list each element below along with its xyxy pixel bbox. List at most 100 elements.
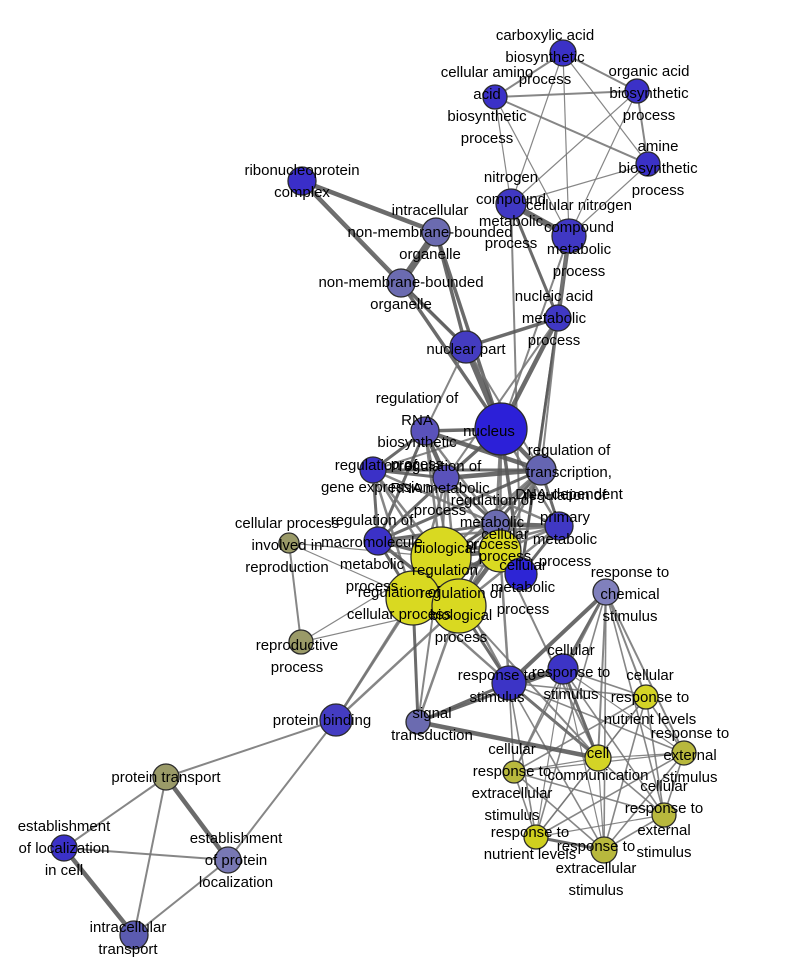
edge-crs-cc xyxy=(561,668,600,759)
edge-rpm-rmm xyxy=(377,524,560,543)
node-cmp[interactable] xyxy=(504,557,538,591)
edge-elc-it xyxy=(62,846,136,937)
edge-rs-rexs xyxy=(508,682,605,851)
edge-crs-rnl xyxy=(535,668,564,838)
node-epl[interactable] xyxy=(214,846,242,874)
edge-nam-rtd xyxy=(540,317,559,471)
node-rtd[interactable] xyxy=(525,454,557,486)
node-rrb[interactable] xyxy=(410,416,440,446)
edge-crnl-cres xyxy=(513,696,647,773)
node-crs[interactable] xyxy=(547,653,579,685)
node-label-pb: protein binding xyxy=(273,712,371,729)
edge-crs-crext xyxy=(562,668,665,816)
node-label-rbp: regulation of biological process xyxy=(420,585,503,646)
edge-epl-pb xyxy=(227,719,337,861)
node-label-cc: cell communication xyxy=(548,745,649,784)
node-label-cpr: cellular process involved in reproduction xyxy=(235,515,339,576)
edge-oa-nc xyxy=(510,90,638,205)
node-label-cmp: cellular metabolic process xyxy=(491,557,556,618)
node-rnl[interactable] xyxy=(523,824,549,850)
node-label-nam: nucleic acid metabolic process xyxy=(515,288,593,349)
edge-pt-epl xyxy=(164,775,230,862)
node-nu[interactable] xyxy=(474,402,528,456)
node-label-rcs: response to chemical stimulus xyxy=(591,564,669,625)
node-oa[interactable] xyxy=(624,78,650,104)
node-label-rcp: regulation of cellular process xyxy=(347,584,451,623)
edge-pt-it xyxy=(133,776,167,936)
edge-cc-st xyxy=(417,719,599,761)
node-ca[interactable] xyxy=(549,39,577,67)
node-crext[interactable] xyxy=(651,802,677,828)
node-nam[interactable] xyxy=(544,304,572,332)
edge-rs-rnl xyxy=(508,682,537,838)
node-label-crext: cellular response to external stimulus xyxy=(625,778,703,861)
node-label-np: nuclear part xyxy=(426,341,506,358)
node-label-rnl: response to nutrient levels xyxy=(484,824,577,863)
node-label-nmb: non-membrane-bounded organelle xyxy=(318,274,483,313)
edge-cc-cres xyxy=(513,757,599,773)
node-rge[interactable] xyxy=(359,456,387,484)
node-label-oa: organic acid biosynthetic process xyxy=(609,63,690,124)
node-np[interactable] xyxy=(449,330,483,364)
edge-cpr-rp xyxy=(288,542,302,643)
node-cc[interactable] xyxy=(584,744,612,772)
edge-rge-rmp xyxy=(372,468,497,526)
edge-aa-nc xyxy=(494,96,512,205)
node-res[interactable] xyxy=(671,740,697,766)
node-aa[interactable] xyxy=(482,84,508,110)
edge-res-rexs xyxy=(603,752,685,851)
edge-ca-am xyxy=(562,52,649,165)
node-label-rrm: regulation of RNA metabolic process xyxy=(390,458,490,519)
edge-rrm-rpm xyxy=(445,476,560,528)
edge-elc-epl xyxy=(63,847,229,861)
edge-rcs-rnl xyxy=(535,591,607,838)
node-rs[interactable] xyxy=(491,665,527,701)
node-label-rnp: ribonucleoprotein complex xyxy=(244,162,359,201)
node-label-crs: cellular response to stimulus xyxy=(532,642,610,703)
node-nc[interactable] xyxy=(495,188,527,220)
node-cpr[interactable] xyxy=(278,532,300,554)
node-label-crnl: cellular response to nutrient levels xyxy=(604,667,697,728)
node-label-rmm: regulation of macromolecule metabolic proce… xyxy=(321,512,423,595)
edge-rnp-inmb xyxy=(301,178,437,235)
node-label-nu: nucleus xyxy=(463,423,515,440)
node-label-aa: cellular amino acid biosynthetic process xyxy=(441,64,534,147)
node-label-br: biological regulation xyxy=(412,540,478,579)
edge-nam-rrm xyxy=(445,317,559,479)
edge-am-cn xyxy=(568,163,649,237)
node-rnp[interactable] xyxy=(287,166,317,196)
edge-cn-nu xyxy=(500,235,570,430)
label-layer: carboxylic acid biosynthetic processcellul… xyxy=(18,27,729,958)
edge-crs-st xyxy=(417,667,564,724)
edge-crs-cres xyxy=(513,668,564,773)
edge-am-nc xyxy=(510,163,649,205)
node-label-rexs: response to extracellular stimulus xyxy=(556,838,637,899)
node-nmb[interactable] xyxy=(386,268,416,298)
node-label-elc: establishment of localization in cell xyxy=(18,818,111,879)
node-st[interactable] xyxy=(405,709,431,735)
edge-cp-rs xyxy=(498,550,511,684)
node-cn[interactable] xyxy=(551,218,587,254)
node-rmm[interactable] xyxy=(363,526,393,556)
node-rp[interactable] xyxy=(288,629,314,655)
node-pb[interactable] xyxy=(319,703,353,737)
node-inmb[interactable] xyxy=(421,217,451,247)
node-rbp[interactable] xyxy=(431,578,487,634)
node-rcs[interactable] xyxy=(592,578,620,606)
node-rrm[interactable] xyxy=(432,464,460,492)
node-label-rpm: regulation of primary metabolic process xyxy=(524,487,607,570)
node-cres[interactable] xyxy=(502,760,526,784)
node-rexs[interactable] xyxy=(590,836,618,864)
edge-cres-rexs xyxy=(513,771,605,851)
edge-rtd-rmm xyxy=(377,468,542,543)
node-crnl[interactable] xyxy=(633,684,659,710)
node-elc[interactable] xyxy=(50,834,78,862)
edge-crext-rnl xyxy=(535,814,665,838)
node-it[interactable] xyxy=(119,920,149,950)
node-am[interactable] xyxy=(635,151,661,177)
node-rpm[interactable] xyxy=(544,511,574,541)
node-label-rp: reproductive process xyxy=(256,637,339,676)
node-pt[interactable] xyxy=(152,763,180,791)
